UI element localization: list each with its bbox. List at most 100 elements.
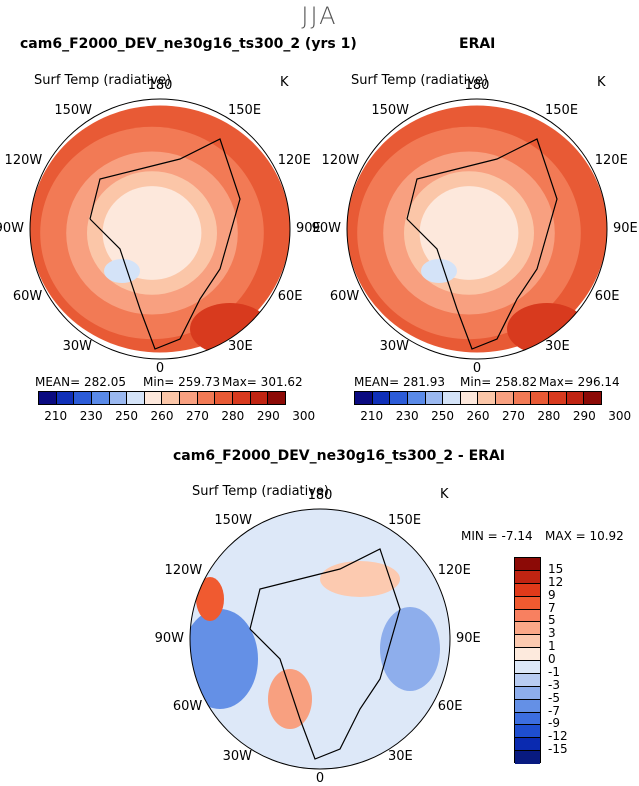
panel3-title: cam6_F2000_DEV_ne30g16_ts300_2 - ERAI [173,448,506,464]
panel2-title: ERAI [459,36,496,52]
diff-colorbar-swatch-12 [515,712,540,726]
panel1-lon-label-right-lower: 60E [277,289,303,304]
diff-colorbar-tick: 15 [548,561,564,576]
panel3-units: K [440,487,449,502]
panel1-min: Min= 259.73 [143,375,221,389]
panel3-lon-label-left-lower: 60W [172,699,203,714]
cb2-swatch-6 [460,392,479,404]
panel1-lon-label-lower-right: 30E [228,338,253,354]
diff-colorbar-tick: -3 [548,677,560,692]
panel2-lon-label-right-upper: 120E [594,153,628,168]
diff-colorbar-tick: 9 [548,587,556,602]
cb2-swatch-10 [531,392,550,404]
cb1-tick: 290 [256,409,280,423]
panel2-lon-label-bottom: 0 [472,361,482,376]
diff-colorbar-swatch-7 [515,648,540,661]
cb2-swatch-4 [425,392,444,404]
diff-colorbar-swatch-15 [515,751,540,764]
panel3-variable: Surf Temp (radiative) [192,484,330,499]
cb2-swatch-0 [355,392,373,404]
panel3-lon-label-left-upper: 120W [164,563,203,578]
panel1-mean: MEAN= 282.05 [35,375,126,389]
panel2-lon-label-lower-right: 30E [545,338,570,354]
panel3-coastline [249,548,401,760]
cb2-tick: 300 [608,409,632,423]
cb2-tick: 230 [395,409,419,423]
panel3-field [190,509,450,769]
panel2-contour-4 [419,186,519,280]
diff-colorbar [514,557,541,764]
panel2-lon-label-upper-left: 150W [371,103,409,119]
panel1-lon-label-left-lower: 60W [12,289,43,304]
cb2-swatch-2 [390,392,408,404]
cb2-tick: 260 [466,409,490,423]
cb1-swatch-13 [268,392,285,404]
diff-colorbar-swatch-2 [515,583,540,597]
panel1-border [29,98,291,360]
cb1-swatch-10 [215,392,234,404]
cb1-tick: 250 [115,409,139,423]
panel1-lon-label-lower-left: 30W [62,338,92,354]
cb1-swatch-7 [162,392,181,404]
panel2-variable: Surf Temp (radiative) [351,73,489,88]
cb2-swatch-12 [566,392,585,404]
panel1-field [30,105,290,355]
panel3-lon-label-top: 180 [307,488,333,503]
panel2-min: Min= 258.82 [460,375,538,389]
diff-colorbar-swatch-4 [515,609,540,623]
panel2-lon-label-left: 90W [311,221,341,236]
panel3-lon-label-right-upper: 120E [437,563,471,578]
diff-colorbar-tick: 5 [548,613,556,628]
diff-colorbar-swatch-1 [515,570,540,584]
diff-colorbar-swatch-9 [515,673,540,687]
panel3-warm-region-greenland [268,669,312,729]
cb1-tick: 270 [185,409,209,423]
panel2-max: Max= 296.14 [539,375,620,389]
panel2-lon-label-lower-left: 30W [379,338,409,354]
panel1-title: cam6_F2000_DEV_ne30g16_ts300_2 (yrs 1) [20,36,357,52]
cb2-swatch-9 [513,392,532,404]
diff-colorbar-swatch-0 [515,558,540,571]
panel1-lon-label-left: 90W [0,221,24,236]
diff-colorbar-tick: 1 [548,639,556,654]
panel1-variable: Surf Temp (radiative) [34,73,172,88]
panel3-min: MIN = -7.14 [461,529,533,543]
panel2-lon-label-right: 90E [613,221,638,236]
panel1-lon-label-right: 90E [296,221,321,236]
cb1-swatch-5 [127,392,145,404]
cb2-swatch-13 [584,392,601,404]
diff-colorbar-swatch-6 [515,635,540,649]
cb1-swatch-9 [197,392,216,404]
panel2-lon-label-left-lower: 60W [329,289,360,304]
diff-colorbar-swatch-8 [515,661,540,674]
cb1-swatch-11 [233,392,251,404]
panel2-lon-label-left-upper: 120W [321,153,360,168]
panel2-border [346,98,608,360]
panel2-colorbar-ticks: 210 230 250 260 270 280 290 300 [354,409,631,423]
diff-colorbar-swatch-13 [515,725,540,739]
cb2-swatch-8 [496,392,514,404]
diff-colorbar-ticks: 15 12 9 7 5 3 1 0 -1 -3 -5 -7 -9 -12 -15 [548,557,588,763]
cb1-tick: 260 [150,409,174,423]
cb2-swatch-7 [478,392,497,404]
cb2-tick: 280 [537,409,561,423]
panel1-colorbar-ticks: 210 230 250 260 270 280 290 300 [38,409,315,423]
diff-colorbar-tick: -7 [548,703,560,718]
cb1-swatch-1 [56,392,75,404]
cb2-swatch-11 [549,392,567,404]
cb2-tick: 210 [360,409,384,423]
panel3-border [189,508,451,770]
diff-colorbar-swatch-14 [515,738,540,752]
cb1-swatch-12 [250,392,269,404]
cb1-tick: 280 [221,409,245,423]
diff-colorbar-tick: 3 [548,626,556,641]
panel3-max: MAX = 10.92 [545,529,624,543]
panel3-lon-label-bottom: 0 [315,771,325,786]
diff-colorbar-tick: -1 [548,664,560,679]
panel2-cold-patch [421,259,457,283]
panel1-lon-label-bottom: 0 [155,361,165,376]
diff-colorbar-swatch-11 [515,699,540,713]
diff-colorbar-tick: -5 [548,690,560,705]
diff-colorbar-tick: -12 [548,729,568,744]
panel2-mean: MEAN= 281.93 [354,375,445,389]
